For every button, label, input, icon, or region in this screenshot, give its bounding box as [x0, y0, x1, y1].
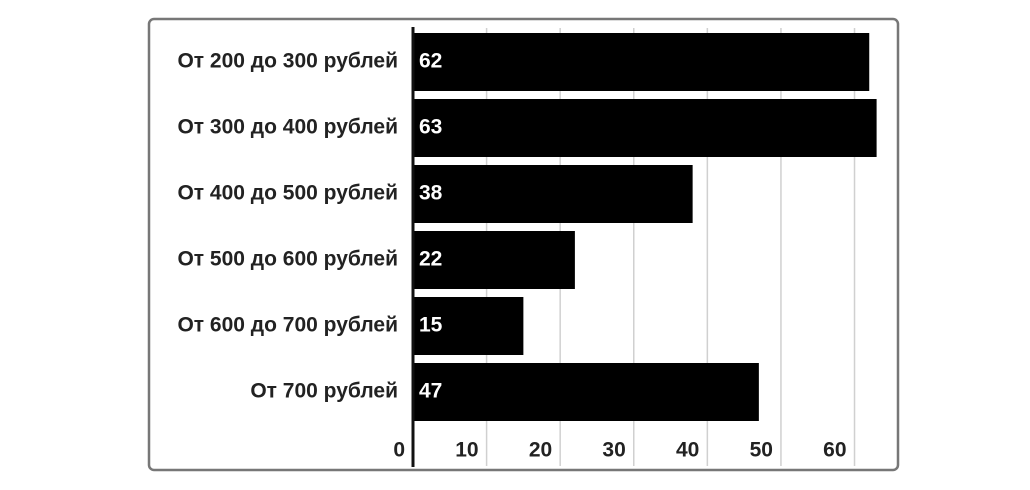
x-tick-label: 30	[602, 439, 625, 462]
x-tick-label: 60	[823, 439, 846, 462]
value-label: 47	[419, 380, 442, 403]
y-tick-label: От 300 до 400 рублей	[177, 116, 398, 139]
bar	[413, 363, 759, 421]
y-tick-label: От 700 рублей	[250, 380, 398, 403]
bar	[413, 165, 693, 223]
bar	[413, 99, 877, 157]
value-label: 63	[419, 116, 442, 139]
x-tick-label: 20	[529, 439, 552, 462]
x-tick-label: 50	[750, 439, 773, 462]
y-tick-label: От 500 до 600 рублей	[177, 248, 398, 271]
bar	[413, 33, 870, 91]
x-tick-label: 10	[455, 439, 478, 462]
bar	[413, 231, 575, 289]
x-tick-label: 0	[393, 439, 405, 462]
y-tick-label: От 400 до 500 рублей	[177, 182, 398, 205]
x-tick-label: 40	[676, 439, 699, 462]
y-tick-label: От 200 до 300 рублей	[177, 50, 398, 73]
y-tick-label: От 600 до 700 рублей	[177, 314, 398, 337]
value-label: 15	[419, 314, 443, 337]
value-label: 62	[419, 50, 442, 73]
value-label: 22	[419, 248, 442, 271]
value-label: 38	[419, 182, 443, 205]
bar	[413, 297, 524, 355]
